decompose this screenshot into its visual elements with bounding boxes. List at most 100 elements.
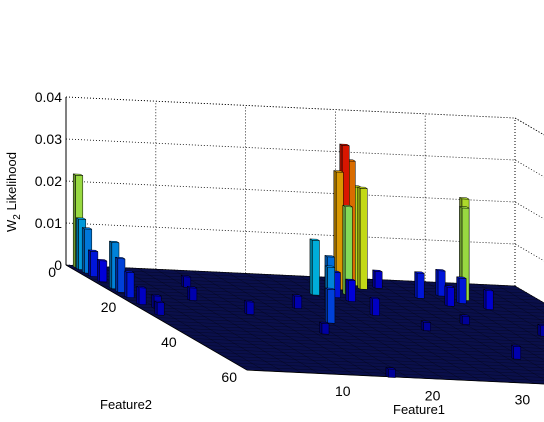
bar-face-top <box>369 296 380 300</box>
box-edge <box>514 117 544 136</box>
bar-face-side <box>97 258 100 283</box>
floor-mesh-line <box>240 366 544 381</box>
bar-face-top <box>483 288 494 292</box>
bar <box>459 314 470 325</box>
bar <box>369 296 380 316</box>
bar-face-top <box>511 344 521 347</box>
bar-face-top <box>244 300 255 303</box>
bar-face-side <box>435 268 439 297</box>
bar-face-front <box>99 260 108 283</box>
y-tick-label: 60 <box>221 369 237 385</box>
z-tick-label: 0.04 <box>35 89 62 105</box>
bar-face-front <box>156 302 165 316</box>
floor-mesh-line <box>144 310 544 330</box>
z-axis-label-subscript: 2 <box>12 214 23 220</box>
bar-face-side <box>151 293 155 309</box>
bar <box>309 238 320 296</box>
floor-mesh-line <box>216 352 544 369</box>
bar-face-top <box>385 367 396 370</box>
bar <box>115 256 126 293</box>
z-gridline <box>65 96 544 136</box>
bar-face-side <box>81 227 85 274</box>
bar-face-side <box>136 285 140 305</box>
bar-face-side <box>187 285 191 301</box>
bar-face-front <box>458 277 467 304</box>
floor-mesh-line <box>126 299 544 320</box>
bar-face-top <box>459 206 470 209</box>
bars <box>72 143 544 378</box>
bar <box>291 294 303 310</box>
bar-face-front <box>540 325 544 337</box>
bar-face-top <box>76 217 86 220</box>
z-axis-label: W2 Likelihood <box>4 152 23 232</box>
floor-surface <box>65 264 544 385</box>
bar-face-side <box>180 274 184 288</box>
bar-face-top <box>342 204 353 208</box>
bar <box>483 288 494 311</box>
bar-face-top <box>319 321 330 325</box>
floor-mesh-line <box>156 317 544 336</box>
bar <box>333 170 344 291</box>
bar-face-top <box>537 323 544 327</box>
bar-face-top <box>345 278 356 281</box>
bar-face-front <box>138 287 147 306</box>
bar-face-top <box>444 285 455 288</box>
bar-face-side <box>456 276 460 304</box>
bar <box>136 285 147 306</box>
x-axis-label: Feature1 <box>393 402 445 417</box>
z-tick-label: 0.01 <box>35 215 62 231</box>
bar-face-top <box>109 240 120 244</box>
bar <box>319 321 330 335</box>
floor-mesh-line <box>210 348 544 365</box>
bar-face-front <box>189 287 198 301</box>
floor-mesh-line <box>204 345 544 362</box>
bar <box>88 249 99 278</box>
bar-face-side <box>325 287 328 324</box>
bar-face-front <box>372 298 380 316</box>
bar-face-side <box>357 186 361 290</box>
bar-face-front <box>117 258 126 293</box>
bar-face-side <box>372 269 376 289</box>
bar-face-top <box>97 259 108 262</box>
bar <box>435 268 446 297</box>
bar-face-side <box>414 271 418 299</box>
bar-face-top <box>151 294 162 297</box>
bar-face-front <box>388 368 396 378</box>
bar-face-top <box>420 320 431 323</box>
bar-face-front <box>126 272 135 299</box>
x-tick-label: 30 <box>515 392 531 408</box>
bar-face-top <box>292 294 302 297</box>
bar-face-front <box>423 321 431 332</box>
bar-face-front <box>437 270 446 297</box>
box-edge <box>65 96 516 119</box>
bar-face-front <box>312 240 320 296</box>
bar-face-front <box>90 251 99 278</box>
floor-mesh-line <box>138 306 544 327</box>
bar-face-side <box>511 344 514 360</box>
bar <box>187 285 198 301</box>
bar-face-front <box>348 280 356 302</box>
x-tick-label: 10 <box>335 383 351 399</box>
bar-face-side <box>244 299 248 315</box>
bar <box>420 320 431 332</box>
bar-face-top <box>73 173 83 176</box>
bar-face-top <box>414 271 425 274</box>
bar-face-front <box>446 286 455 307</box>
floor-mesh-line <box>234 362 544 378</box>
y-tick-label: 0 <box>48 264 56 280</box>
bar-face-top <box>324 265 335 268</box>
bar <box>154 300 165 316</box>
bar-face-top <box>325 287 336 290</box>
bar <box>325 287 336 324</box>
floor-mesh-line <box>174 327 544 346</box>
bar-face-side <box>154 300 158 316</box>
bar <box>345 278 356 302</box>
bar-face-top <box>333 170 344 173</box>
bar <box>537 323 544 337</box>
bar-face-front <box>374 271 383 289</box>
bar-face-side <box>369 296 373 316</box>
bar-face-front <box>321 323 330 335</box>
bar-face-top <box>181 275 191 278</box>
bar-face-top <box>187 286 198 289</box>
bar-face-side <box>75 217 79 270</box>
